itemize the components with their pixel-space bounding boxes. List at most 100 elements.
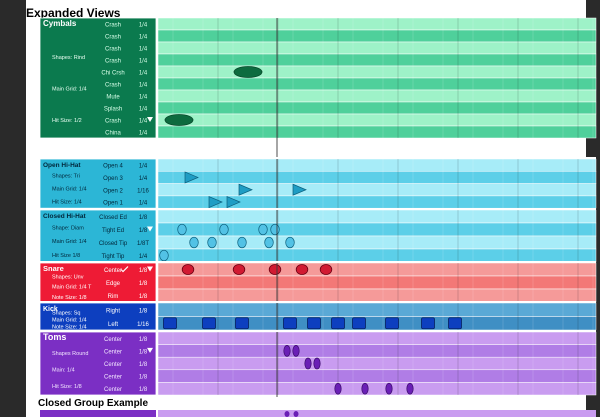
kick-note[interactable]: [235, 317, 249, 330]
snare-note[interactable]: [295, 264, 309, 275]
kick-row-label-1: Right: [106, 308, 120, 314]
cymbals-group: Cymbals Shapes: Rind Main Grid: 1/4 Hit Siz…: [39, 17, 597, 139]
closed-hihat-note[interactable]: [258, 223, 268, 236]
snare-lane-2[interactable]: [157, 275, 597, 290]
snare-lane-1[interactable]: [157, 262, 597, 277]
cymbals-row-label-9: Crash: [105, 119, 121, 125]
tom-note[interactable]: [334, 382, 342, 395]
cymbals-lane-5[interactable]: [157, 65, 597, 79]
closed-group-panel[interactable]: [40, 410, 156, 417]
kick-note[interactable]: [331, 317, 345, 330]
open-hihat-note[interactable]: [292, 183, 307, 196]
cymbals-lane-10[interactable]: [157, 125, 597, 139]
closed-hihat-note[interactable]: [159, 249, 169, 262]
open-hihat-lane-4[interactable]: [157, 195, 597, 209]
toms-title: Toms: [43, 332, 66, 342]
snare-note[interactable]: [181, 264, 195, 275]
closed-group-note[interactable]: [293, 411, 299, 417]
kick-note[interactable]: [283, 317, 297, 330]
snare-check-icon: [120, 266, 129, 273]
tom-note[interactable]: [313, 357, 321, 370]
toms-info-3: Hit Size: 1/8: [52, 384, 82, 390]
kick-note[interactable]: [448, 317, 462, 330]
cymbals-lane-4[interactable]: [157, 53, 597, 67]
snare-note[interactable]: [232, 264, 246, 275]
snare-info-1: Shapes: Unv: [52, 274, 84, 280]
open-hihat-note[interactable]: [226, 196, 241, 209]
open-hihat-note[interactable]: [184, 171, 199, 184]
closed-hihat-lane-3[interactable]: [157, 235, 597, 250]
tom-note[interactable]: [385, 382, 393, 395]
open-hihat-lane-2[interactable]: [157, 171, 597, 184]
kick-lane-1[interactable]: [157, 302, 597, 317]
kick-note[interactable]: [202, 317, 216, 330]
closed-hihat-row-dropdown-icon[interactable]: [147, 226, 153, 232]
kick-lane-2[interactable]: [157, 316, 597, 331]
cymbals-info-1: Shapes: Rind: [52, 55, 85, 61]
tom-note[interactable]: [361, 382, 369, 395]
snare-note[interactable]: [268, 264, 282, 275]
open-hihat-note[interactable]: [238, 183, 253, 196]
closed-hihat-note[interactable]: [189, 236, 199, 249]
open-hihat-info-2: Main Grid: 1/4: [52, 186, 87, 192]
toms-lane-3[interactable]: [157, 356, 597, 371]
open-hihat-group: Open Hi-Hat Shapes: Tri Main Grid: 1/4 Hit …: [39, 158, 597, 209]
toms-row-grid-3: 1/8: [139, 362, 148, 368]
kick-note[interactable]: [385, 317, 399, 330]
toms-panel: [39, 331, 157, 396]
cymbals-row-grid-1: 1/4: [139, 23, 148, 29]
cymbals-lane-6[interactable]: [157, 77, 597, 91]
toms-lane-4[interactable]: [157, 369, 597, 383]
kick-note[interactable]: [421, 317, 435, 330]
closed-group-note[interactable]: [284, 411, 290, 417]
tom-note[interactable]: [406, 382, 414, 395]
cymbals-row-label-4: Crash: [105, 59, 121, 65]
closed-hihat-note[interactable]: [207, 236, 217, 249]
snare-lane-3[interactable]: [157, 288, 597, 303]
toms-row-grid-4: 1/8: [139, 375, 148, 381]
open-hihat-note[interactable]: [208, 196, 223, 209]
cymbals-lane-9[interactable]: [157, 113, 597, 127]
closed-hihat-panel: [39, 209, 157, 263]
cymbals-row-label-1: Crash: [105, 23, 121, 29]
closed-group-lane[interactable]: [158, 410, 596, 417]
closed-hihat-lane-4[interactable]: [157, 248, 597, 263]
group-separator: [40, 157, 596, 159]
cymbals-row-dropdown-icon[interactable]: [147, 117, 153, 122]
kick-note[interactable]: [163, 317, 177, 330]
tom-note[interactable]: [304, 357, 312, 370]
snare-panel: [39, 262, 157, 303]
cymbals-lane-2[interactable]: [157, 29, 597, 43]
snare-row-dropdown-icon[interactable]: [147, 266, 153, 272]
cymbals-lane-7[interactable]: [157, 89, 597, 103]
cymbal-note[interactable]: [164, 114, 194, 126]
cymbals-panel: [39, 17, 157, 139]
open-hihat-lane-3[interactable]: [157, 183, 597, 197]
tom-note[interactable]: [283, 345, 291, 357]
closed-hihat-note[interactable]: [177, 223, 187, 236]
toms-row-dropdown-icon[interactable]: [147, 347, 153, 353]
toms-lane-5[interactable]: [157, 382, 597, 396]
open-hihat-lane-1[interactable]: [157, 158, 597, 172]
toms-row-grid-1: 1/8: [139, 337, 148, 343]
toms-lane-1[interactable]: [157, 331, 597, 345]
cymbals-lane-8[interactable]: [157, 101, 597, 115]
cymbals-lane-3[interactable]: [157, 41, 597, 55]
kick-note[interactable]: [307, 317, 321, 330]
snare-note[interactable]: [319, 264, 333, 275]
closed-hihat-note[interactable]: [237, 236, 247, 249]
closed-hihat-note[interactable]: [219, 223, 229, 236]
cymbals-row-label-6: Crash: [105, 83, 121, 89]
closed-hihat-lane-1[interactable]: [157, 209, 597, 224]
tom-note[interactable]: [292, 345, 300, 357]
closed-hihat-note[interactable]: [270, 223, 280, 236]
open-hihat-row-grid-3: 1/16: [137, 188, 149, 194]
cymbals-lane-1[interactable]: [157, 17, 597, 31]
kick-note[interactable]: [352, 317, 366, 330]
cymbal-note[interactable]: [233, 66, 263, 78]
closed-hihat-note[interactable]: [285, 236, 295, 249]
toms-row-label-4: Center: [104, 375, 122, 381]
cymbals-row-label-7: Mute: [106, 95, 120, 101]
closed-hihat-note[interactable]: [264, 236, 274, 249]
toms-lane-2[interactable]: [157, 344, 597, 358]
